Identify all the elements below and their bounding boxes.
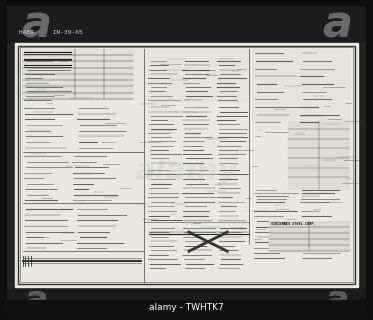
Bar [15, 43, 358, 287]
Bar [22, 49, 133, 100]
Text: a: a [325, 283, 349, 317]
Text: a: a [21, 4, 51, 47]
Bar [269, 220, 350, 251]
Bar [7, 6, 366, 43]
Text: HAER     IN-39-65: HAER IN-39-65 [19, 29, 82, 35]
Bar [7, 43, 15, 287]
Bar [7, 287, 366, 314]
Text: VINCENNES STEEL CORP.: VINCENNES STEEL CORP. [271, 222, 315, 226]
Bar [7, 300, 366, 314]
Text: a: a [322, 4, 352, 47]
Bar [251, 49, 350, 122]
Text: alamy: alamy [134, 157, 238, 186]
Text: a: a [24, 283, 48, 317]
Bar [145, 49, 248, 102]
Bar [20, 47, 353, 282]
Bar [288, 122, 350, 189]
Bar [18, 45, 355, 284]
Text: alamy - TWHTK7: alamy - TWHTK7 [149, 302, 223, 312]
Bar [358, 43, 366, 287]
